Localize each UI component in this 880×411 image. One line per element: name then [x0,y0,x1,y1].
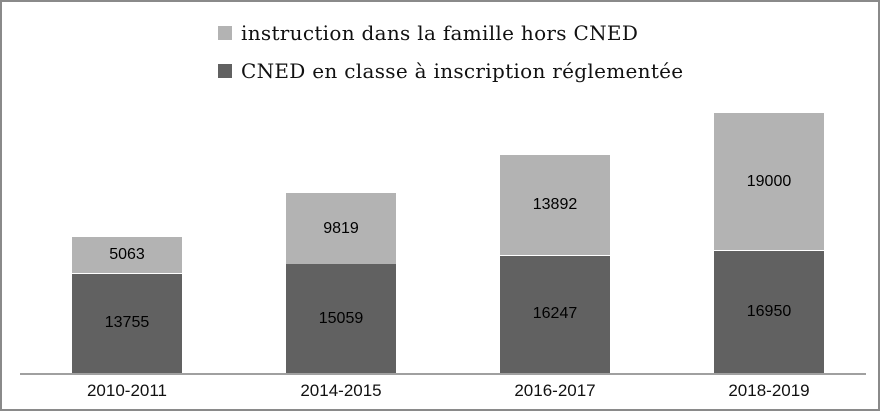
legend-swatch-dark-icon [218,64,232,78]
data-label: 15059 [318,309,364,327]
bar-segment: 5063 [72,236,182,274]
bar-segment: 15059 [286,264,396,373]
data-label: 13892 [532,196,578,214]
legend-label: CNED en classe à inscription réglementée [241,59,684,83]
data-label: 5063 [109,246,145,264]
x-axis-label: 2014-2015 [300,381,382,400]
data-label: 13755 [104,314,150,332]
x-axis-line [20,373,866,375]
bar-segment: 9819 [286,193,396,265]
legend-swatch-light-icon [218,26,232,40]
bar-segment: 16950 [714,250,824,373]
x-axis-label: 2016-2017 [514,381,596,400]
data-label: 16247 [532,305,578,323]
legend-item-cned: CNED en classe à inscription réglementée [218,52,683,90]
bar-segment: 13755 [72,273,182,373]
x-axis-label: 2010-2011 [86,381,168,400]
bar-segment: 16247 [500,255,610,373]
data-label: 9819 [323,219,359,237]
x-axis-label: 2018-2019 [728,381,810,400]
data-label: 16950 [746,302,792,320]
bar-segment: 19000 [714,113,824,251]
chart-legend: instruction dans la famille hors CNED CN… [218,14,683,90]
legend-label: instruction dans la famille hors CNED [241,21,639,45]
data-label: 19000 [746,172,792,190]
legend-item-famille: instruction dans la famille hors CNED [218,14,683,52]
bar-segment: 13892 [500,155,610,256]
